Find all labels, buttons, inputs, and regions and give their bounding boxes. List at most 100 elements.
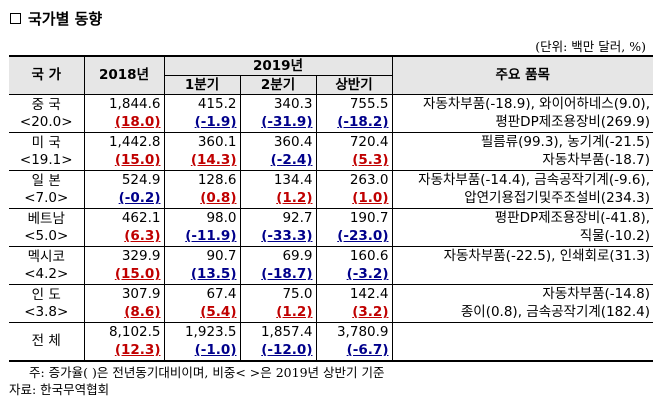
country-name: 인 도 [31,286,61,303]
value-q2: 92.7 [240,208,317,228]
growth-rate: (-1.0) [194,342,237,358]
growth-q1: (5.4) [164,303,241,323]
value-v2018: 329.9 [84,246,165,266]
value-v2018: 307.9 [84,284,165,304]
growth-rate: (15.0) [114,266,161,283]
country-share: <5.0> [24,227,69,244]
country-share: <19.1> [19,151,73,168]
table-row: 일 본 <7.0> 524.9 128.6 134.4 263.0 자동차부품(-14.4)… [9,170,653,209]
items-line-1: 자동차부품(-18.9), 와이어하네스(9.0), [423,95,650,112]
header-h1: 상반기 [316,75,393,95]
growth-rate: (-0.2) [118,190,161,207]
growth-rate: (14.3) [190,152,237,169]
value-q2: 1,857.4 [240,322,317,342]
notes: 주: 증가율( )은 전년동기대비이며, 비중< >은 2019년 상반기 기준… [9,364,385,398]
country-name: 중 국 [31,96,61,113]
header-q2: 2분기 [240,75,317,95]
section-title-text: 국가별 동향 [28,10,103,28]
country-cell: 일 본 <7.0> [9,170,85,209]
growth-rate: (12.3) [114,342,161,358]
growth-rate: (1.2) [276,190,313,207]
header-2018: 2018년 [84,56,165,95]
items-line-1: 자동차부품(-22.5), 인쇄회로(31.3) [443,247,650,264]
value-h1: 160.6 [316,246,393,266]
growth-rate: (3.2) [352,304,389,321]
growth-v2018: (-0.2) [84,189,165,209]
growth-q1: (13.5) [164,265,241,285]
value-q1: 98.0 [164,208,241,228]
items-line-2: 종이(0.8), 금속공작기계(182.4) [392,303,653,323]
header-country: 국 가 [9,56,85,95]
growth-rate: (13.5) [190,266,237,283]
table-row-growth: (18.0) (-1.9) (-31.9) (-18.2) 평판DP제조용장비(269.… [9,113,653,133]
growth-rate: (6.3) [124,228,161,245]
growth-v2018: (12.3) [84,341,165,361]
growth-rate: (-11.9) [185,228,237,245]
value-h1: 755.5 [316,94,393,114]
value-q1: 415.2 [164,94,241,114]
growth-rate: (15.0) [114,152,161,169]
table-row: 멕시코 <4.2> 329.9 90.7 69.9 160.6 자동차부품(-22.5), … [9,246,653,285]
growth-rate: (-1.9) [194,114,237,131]
growth-h1: (-3.2) [316,265,393,285]
items-line-1: 자동차부품(-14.4), 금속공작기계(-9.6), [418,171,650,188]
growth-rate: (-18.7) [261,266,313,283]
growth-rate: (-2.4) [270,152,313,169]
growth-rate: (8.6) [124,304,161,321]
items-line-2: 압연기용접기및주조설비(234.3) [392,189,653,209]
value-q1: 67.4 [164,284,241,304]
growth-rate: (0.8) [200,190,237,207]
value-h1: 142.4 [316,284,393,304]
country-share: <7.0> [24,189,69,206]
value-h1: 190.7 [316,208,393,228]
country-trade-table: 국 가 2018년 2019년 주요 품목 1분기 2분기 상반기 중 국 <20… [9,55,653,362]
value-q2: 340.3 [240,94,317,114]
items-line-2: 평판DP제조용장비(269.9) [392,113,653,133]
value-q2: 134.4 [240,170,317,190]
items-line-1: 평판DP제조용장비(-41.8), [494,209,650,226]
growth-v2018: (15.0) [84,151,165,171]
country-share: <3.8> [24,303,69,320]
header-2019: 2019년 [164,56,393,76]
value-q1: 360.1 [164,132,241,152]
growth-rate: (5.3) [352,152,389,169]
growth-h1: (3.2) [316,303,393,323]
note-source: 자료: 한국무역협회 [9,382,110,397]
country-cell: 베트남 <5.0> [9,208,85,247]
growth-q2: (-12.0) [240,341,317,361]
value-v2018: 462.1 [84,208,165,228]
value-q1: 128.6 [164,170,241,190]
country-cell: 멕시코 <4.2> [9,246,85,285]
unit-label: (단위: 백만 달러, %) [535,39,646,54]
growth-q2: (-31.9) [240,113,317,133]
growth-q1: (-1.0) [164,341,241,361]
value-v2018: 524.9 [84,170,165,190]
growth-rate: (1.0) [352,190,389,207]
growth-v2018: (18.0) [84,113,165,133]
growth-q1: (14.3) [164,151,241,171]
note-growth-share: 주: 증가율( )은 전년동기대비이며, 비중< >은 2019년 상반기 기준 [29,365,385,380]
growth-h1: (-18.2) [316,113,393,133]
country-name: 미 국 [31,134,61,151]
value-h1: 263.0 [316,170,393,190]
growth-q2: (1.2) [240,303,317,323]
growth-rate: (-3.2) [346,266,389,283]
country-name: 베트남 [27,210,65,227]
growth-v2018: (15.0) [84,265,165,285]
items-line-1: 필름류(99.3), 농기계(-21.5) [480,133,650,150]
table-row: 인 도 <3.8> 307.9 67.4 75.0 142.4 자동차부품(-14.8) [9,284,653,323]
table-row-growth: (6.3) (-11.9) (-33.3) (-23.0) 직물(-10.2) [9,227,653,247]
growth-rate: (-12.0) [261,342,313,358]
growth-rate: (-18.2) [337,114,389,131]
table-row-growth: (12.3) (-1.0) (-12.0) (-6.7) [9,341,653,361]
country-name: 전 체 [31,332,61,349]
country-share: <20.0> [19,113,73,130]
section-title: 국가별 동향 [10,8,102,29]
value-q2: 360.4 [240,132,317,152]
growth-rate: (18.0) [114,114,161,131]
country-cell: 전 체 [9,322,85,361]
table-row: 베트남 <5.0> 462.1 98.0 92.7 190.7 평판DP제조용장비(-41.… [9,208,653,247]
items-line-1: 자동차부품(-14.8) [542,285,650,302]
growth-q2: (1.2) [240,189,317,209]
growth-q1: (0.8) [164,189,241,209]
